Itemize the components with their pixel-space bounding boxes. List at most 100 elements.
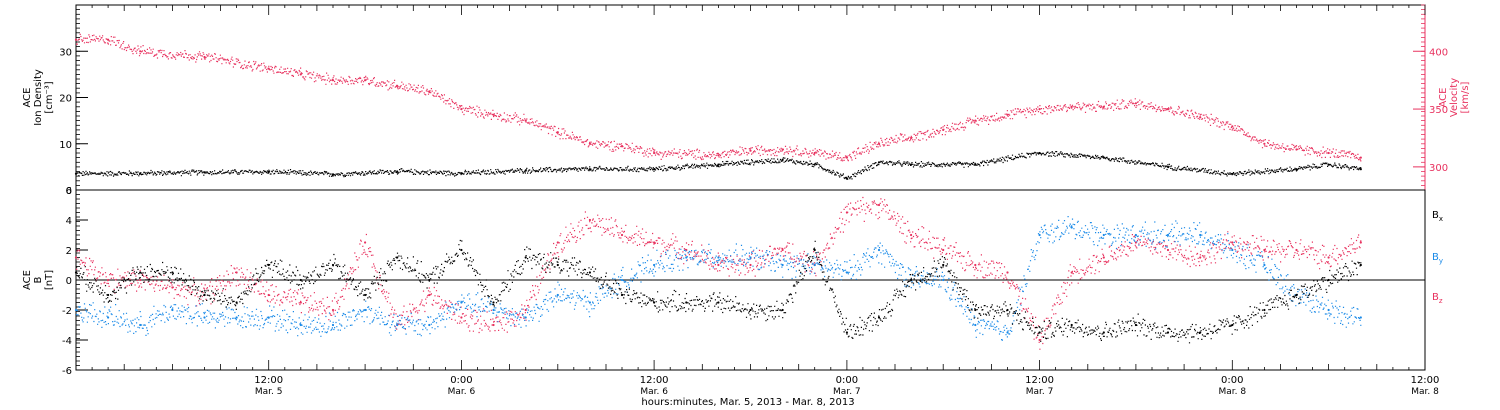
bx-series-point <box>235 301 238 304</box>
legend-main: B <box>1432 292 1439 303</box>
bz-series-point <box>524 308 527 312</box>
legend-By: By <box>1432 252 1443 265</box>
bx-series-point <box>74 271 78 274</box>
by-series-point <box>107 316 110 319</box>
velocity-series-point <box>299 73 302 76</box>
x-axis-title: hours:minutes, Mar. 5, 2013 - Mar. 8, 20… <box>641 397 854 408</box>
velocity-axis-label-line: [km/s] <box>1460 81 1471 113</box>
velocity-series-point <box>749 149 752 152</box>
by-series <box>74 216 1362 341</box>
by-series-point <box>717 256 720 259</box>
x-tick-time: 0:00 <box>836 375 858 386</box>
by-series-trace <box>76 216 1362 341</box>
bz-series-point <box>1359 241 1362 244</box>
field-axis-tick-label: 0 <box>66 276 72 287</box>
bx-series-trace <box>76 239 1362 344</box>
field-axis-tick-label: 2 <box>66 246 72 257</box>
by-series-point <box>749 256 752 259</box>
bz-series-point <box>364 241 367 244</box>
x-tick-time: 12:00 <box>1025 375 1054 386</box>
legend-Bz: Bz <box>1432 292 1443 305</box>
density-series-trace <box>76 151 1362 180</box>
field-axis-tick-label: -4 <box>62 336 72 347</box>
x-tick-date: Mar. 7 <box>1026 387 1054 397</box>
by-series-point <box>556 293 559 297</box>
density-axis-tick-label: 10 <box>59 140 72 151</box>
velocity-axis-label-line: Velocity <box>1449 78 1460 117</box>
bz-series-point <box>620 233 624 237</box>
density-axis: 0 10 20 30 ACEIon Density[cm⁻³] <box>22 4 88 197</box>
legend-sub: y <box>1439 257 1443 265</box>
by-series-point <box>1038 233 1041 237</box>
x-tick-date: Mar. 6 <box>448 387 476 397</box>
bz-series-point <box>74 256 78 259</box>
by-series-point <box>492 308 495 312</box>
by-series-point <box>974 323 977 327</box>
by-series-point <box>620 278 624 282</box>
by-series-point <box>74 308 78 312</box>
velocity-series-point <box>1263 142 1266 145</box>
bx-series-point <box>364 293 367 297</box>
legend-sub: z <box>1439 297 1443 305</box>
bz-series-point <box>556 241 559 244</box>
bz-series-point <box>749 263 752 267</box>
velocity-series-point <box>1359 156 1362 159</box>
density-axis-label-line: ACE <box>22 88 33 108</box>
bz-series-point <box>717 263 720 267</box>
bz-series-point <box>781 248 784 252</box>
velocity-series-point <box>1134 102 1137 105</box>
by-series-point <box>653 263 656 267</box>
bx-series-point <box>749 308 752 312</box>
bx-series-point <box>492 301 495 304</box>
velocity-series-point <box>364 79 367 82</box>
x-tick-time: 12:00 <box>254 375 283 386</box>
field-axis-tick-label: 6 <box>66 186 72 197</box>
bx-series-point <box>910 278 913 282</box>
bz-series-point <box>942 248 945 252</box>
by-series-point <box>1263 263 1266 267</box>
bz-series-trace <box>76 196 1362 350</box>
velocity-series-point <box>813 151 816 155</box>
x-tick-date: Mar. 7 <box>833 387 861 397</box>
velocity-series-point <box>460 108 463 111</box>
field-axis-label-line: ACE <box>22 270 33 290</box>
bx-series-point <box>556 263 559 267</box>
x-tick-date: Mar. 8 <box>1411 387 1439 397</box>
density-axis-label-line: Ion Density <box>33 69 44 126</box>
by-series-point <box>139 323 142 327</box>
bx-series-point <box>877 316 881 319</box>
velocity-axis-tick-label: 400 <box>1429 47 1448 58</box>
bx-series-point <box>299 278 302 282</box>
by-series-point <box>331 323 335 327</box>
bz-series-point <box>910 233 913 237</box>
legend-main: B <box>1432 252 1439 263</box>
x-tick-date: Mar. 6 <box>640 387 668 397</box>
bz-series-point <box>492 323 495 327</box>
field-axis: -6 -4 -2 0 2 4 6 ACEB[nT] <box>22 186 88 377</box>
velocity-axis-label-line: ACE <box>1438 88 1449 108</box>
bz-series-point <box>1199 256 1202 259</box>
by-series-point <box>1102 233 1105 237</box>
bz-series-point <box>331 308 335 312</box>
field-axis-tick-label: -6 <box>62 366 72 377</box>
velocity-axis-tick-label: 300 <box>1429 163 1448 174</box>
velocity-series-point <box>139 50 142 53</box>
legend-Bx: Bx <box>1432 210 1443 223</box>
velocity-series <box>74 33 1362 162</box>
density-axis-tick-label: 0 <box>66 186 72 197</box>
x-tick-time: 0:00 <box>450 375 472 386</box>
field-axis-tick-label: -2 <box>62 306 72 317</box>
x-tick-date: Mar. 5 <box>255 387 283 397</box>
bz-series-point <box>1102 256 1105 259</box>
by-series-point <box>588 301 592 304</box>
x-tick-time: 12:00 <box>640 375 669 386</box>
bz-series-point <box>974 263 977 267</box>
by-series-point <box>781 263 784 267</box>
density-series-point <box>1359 168 1362 171</box>
bz-series-point <box>139 278 142 282</box>
x-tick-time: 12:00 <box>1411 375 1440 386</box>
bx-series-point <box>653 301 656 304</box>
